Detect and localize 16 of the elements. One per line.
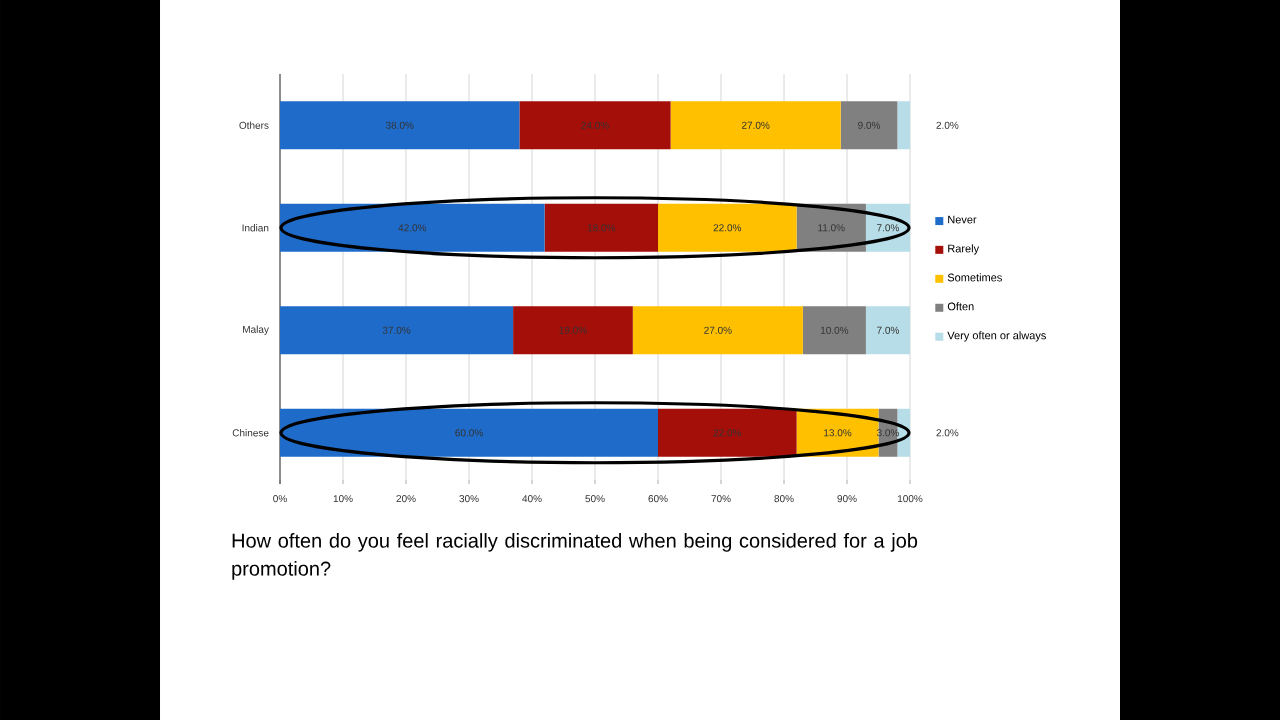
bar bbox=[658, 408, 797, 457]
bar bbox=[280, 101, 520, 150]
bar bbox=[802, 306, 866, 355]
bar bbox=[670, 101, 841, 150]
text: How often do you feel racially discriminated when being considered for a job promotion? bbox=[232, 533, 918, 580]
bar bbox=[658, 203, 797, 252]
bar bbox=[519, 101, 671, 150]
bar bbox=[632, 306, 803, 355]
bar bbox=[840, 101, 898, 150]
bar bbox=[544, 203, 658, 252]
bar bbox=[513, 306, 633, 355]
bar bbox=[865, 306, 910, 355]
bar bbox=[280, 408, 658, 457]
bar bbox=[280, 203, 545, 252]
bar bbox=[280, 306, 514, 355]
bar bbox=[897, 101, 910, 150]
